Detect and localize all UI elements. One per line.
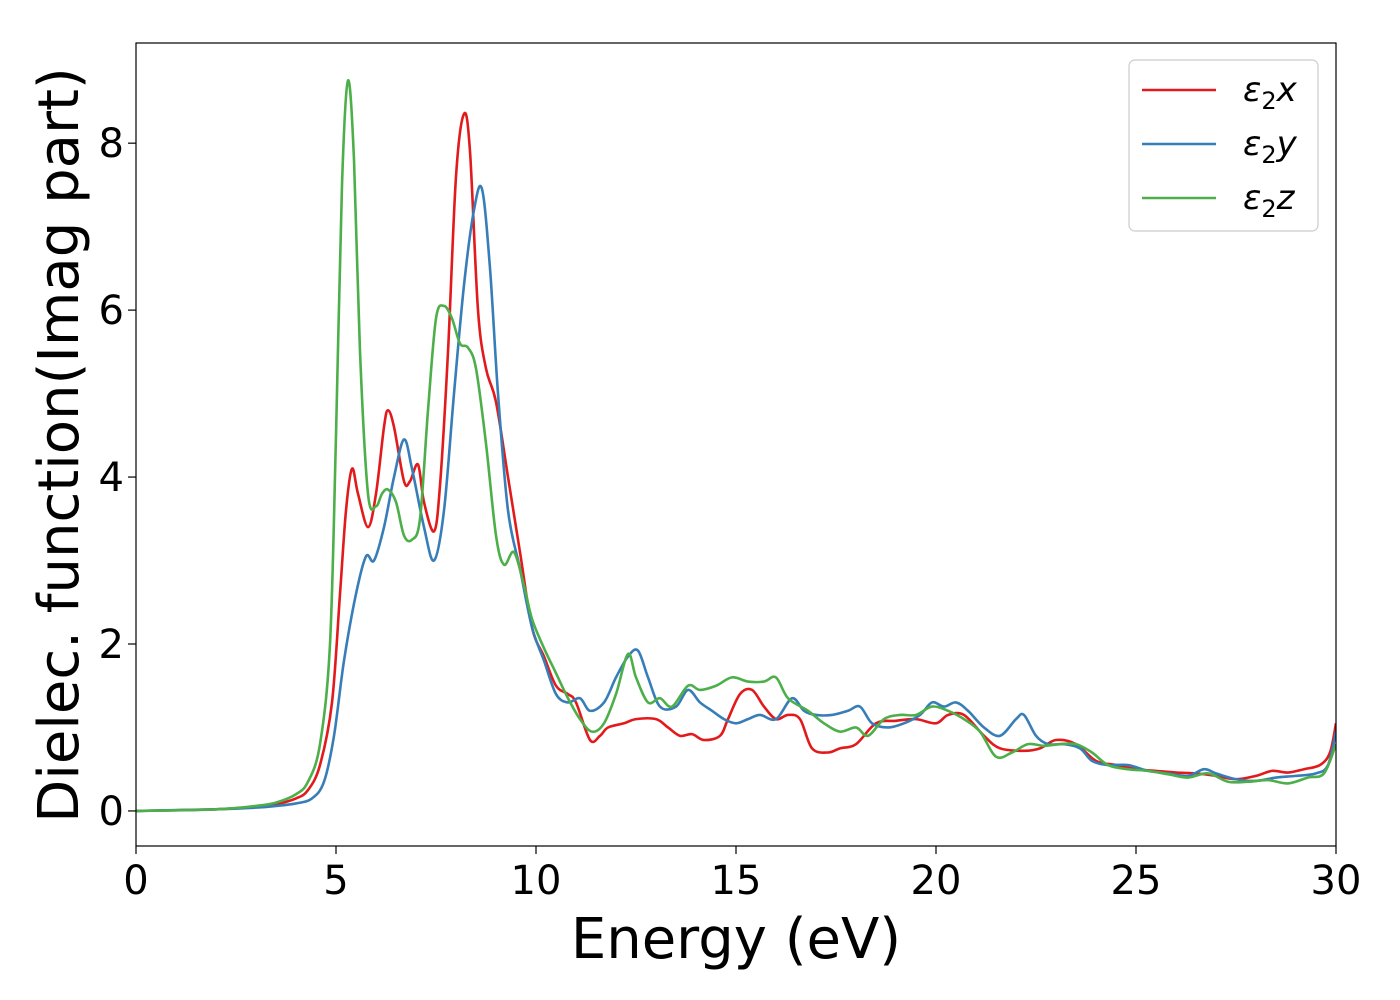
- y-tick-label: 8: [99, 121, 124, 167]
- series-group: [136, 79, 1336, 813]
- x-tick-label: 5: [323, 858, 348, 904]
- legend: ε2x ε2y ε2z: [1128, 59, 1319, 232]
- y-axis: 0 2 4 6 8: [99, 121, 136, 835]
- x-tick-label: 0: [123, 858, 148, 904]
- y-tick-label: 2: [99, 622, 124, 668]
- y-tick-label: 4: [99, 455, 124, 501]
- legend-box: [1128, 59, 1319, 232]
- x-tick-label: 15: [711, 858, 762, 904]
- x-axis: 0 5 10 15 20 25 30: [123, 846, 1361, 904]
- series-line-y: [136, 184, 1336, 813]
- series-line-z: [136, 79, 1336, 813]
- x-tick-label: 30: [1311, 858, 1362, 904]
- x-tick-label: 20: [911, 858, 962, 904]
- y-tick-label: 6: [99, 288, 124, 334]
- x-tick-label: 10: [511, 858, 562, 904]
- legend-label-y: ε2y: [1243, 124, 1298, 169]
- x-axis-title: Energy (eV): [571, 907, 901, 972]
- y-axis-title: Dielec. function(Imag part): [27, 67, 92, 823]
- x-tick-label: 25: [1111, 858, 1162, 904]
- y-tick-label: 0: [99, 789, 124, 835]
- legend-label-x: ε2x: [1243, 70, 1298, 115]
- legend-label-z: ε2z: [1243, 178, 1296, 223]
